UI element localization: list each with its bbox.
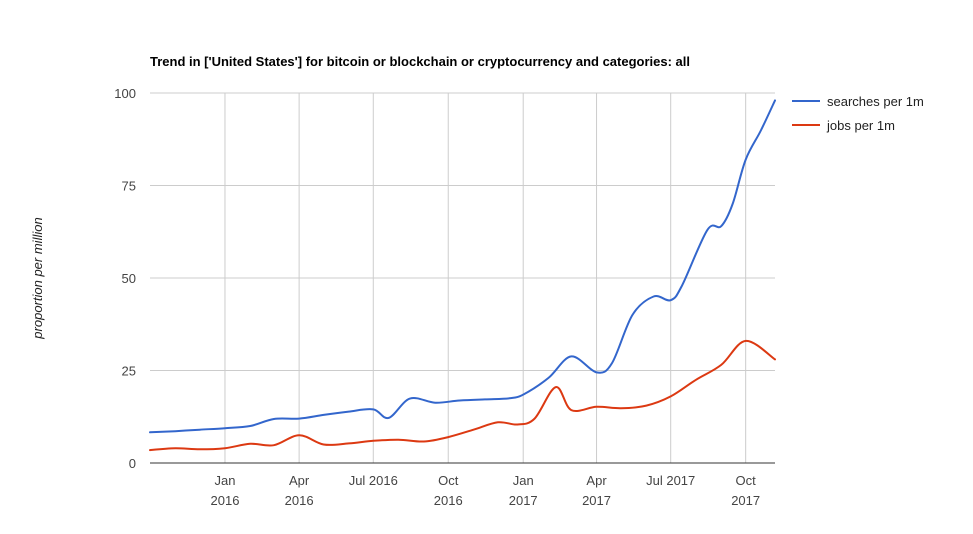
x-tick-label: Oct (736, 473, 757, 488)
legend: searches per 1m jobs per 1m (792, 94, 924, 133)
x-tick-year: 2016 (211, 493, 240, 508)
x-tick-label: Jul 2016 (349, 473, 398, 488)
x-tick-label: Apr (289, 473, 310, 488)
x-tick-year: 2017 (582, 493, 611, 508)
x-tick-label: Apr (586, 473, 607, 488)
x-tick-label: Jul 2017 (646, 473, 695, 488)
x-tick-label: Jan (214, 473, 235, 488)
x-tick-label: Oct (438, 473, 459, 488)
x-tick-year: 2017 (731, 493, 760, 508)
series-lines (149, 99, 776, 452)
y-tick-label: 0 (129, 456, 136, 471)
grid-lines (150, 92, 775, 463)
y-axis-ticks: 0 25 50 75 100 (114, 86, 136, 471)
y-tick-label: 25 (122, 364, 136, 379)
y-axis-label: proportion per million (30, 217, 45, 339)
legend-label: jobs per 1m (826, 118, 895, 133)
y-tick-label: 75 (122, 179, 136, 194)
y-tick-label: 100 (114, 86, 136, 101)
x-tick-year: 2016 (285, 493, 314, 508)
chart-title: Trend in ['United States'] for bitcoin o… (150, 54, 690, 69)
y-tick-label: 50 (122, 271, 136, 286)
series-line-jobs (149, 339, 776, 452)
series-line-searches (149, 99, 776, 434)
x-axis-ticks: Jan 2016 Apr 2016 Jul 2016 Oct 2016 Jan 2017 Apr 2… (211, 473, 761, 508)
x-tick-year: 2017 (509, 493, 538, 508)
x-tick-label: Jan (513, 473, 534, 488)
legend-label: searches per 1m (827, 94, 924, 109)
x-tick-year: 2016 (434, 493, 463, 508)
